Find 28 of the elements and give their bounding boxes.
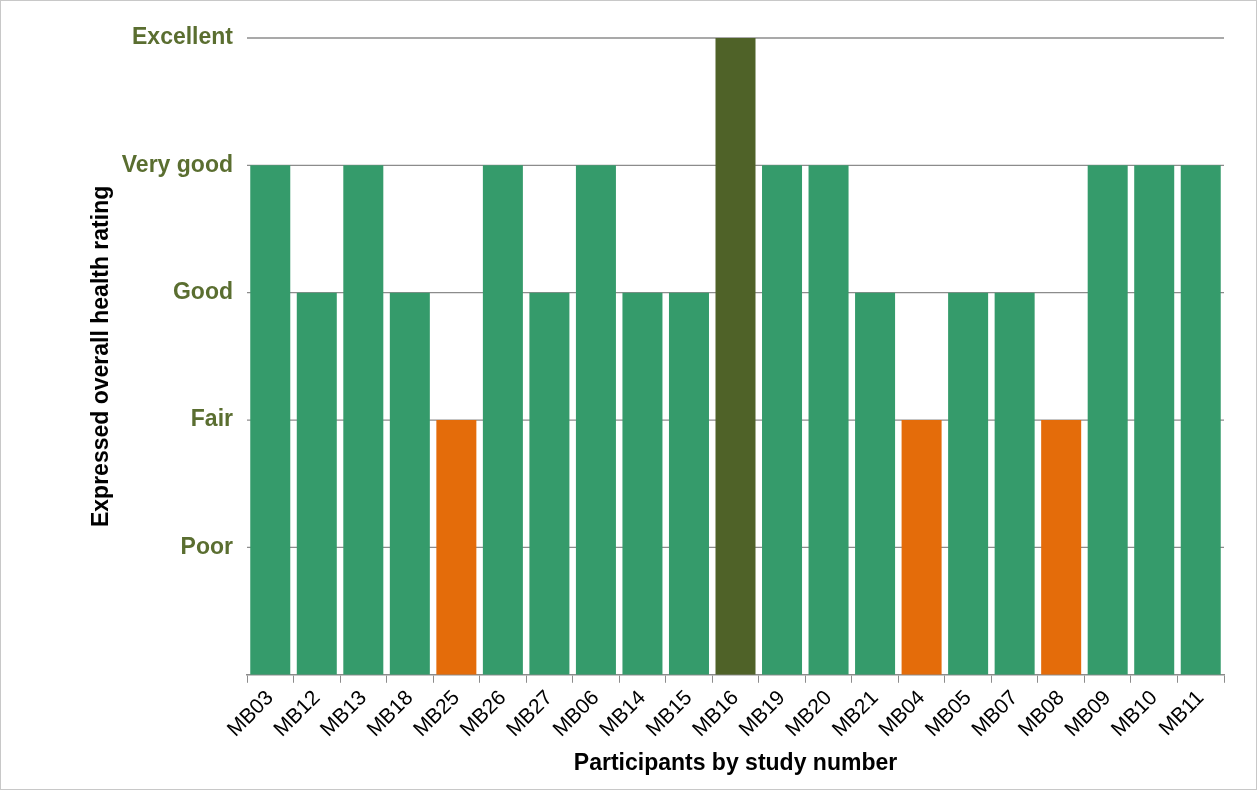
- bar: [901, 420, 942, 675]
- bar: [622, 292, 663, 675]
- ref-line-label: Good: [172, 278, 233, 305]
- bar: [1087, 165, 1128, 675]
- bar: [1134, 165, 1175, 675]
- bar: [855, 292, 896, 675]
- bar: [482, 165, 523, 675]
- x-axis-title: Participants by study number: [573, 748, 898, 775]
- bar: [529, 292, 570, 675]
- bar: [575, 165, 616, 675]
- bar: [1180, 165, 1221, 675]
- bar: [1041, 420, 1082, 675]
- ref-line-label: Very good: [121, 150, 233, 177]
- bar: [296, 292, 337, 675]
- bar: [994, 292, 1035, 675]
- bar: [436, 420, 477, 675]
- bar: [668, 292, 709, 675]
- bar: [762, 165, 803, 675]
- bar: [250, 165, 291, 675]
- ref-line-label: Poor: [180, 532, 234, 559]
- bar: [948, 292, 989, 675]
- bar: [389, 292, 430, 675]
- y-axis-title: Expressed overall health rating: [87, 185, 114, 528]
- bar: [343, 165, 384, 675]
- ref-line-label: Fair: [190, 405, 234, 432]
- ref-line-label: Excellent: [132, 23, 234, 50]
- bar: [715, 38, 756, 675]
- bar: [808, 165, 849, 675]
